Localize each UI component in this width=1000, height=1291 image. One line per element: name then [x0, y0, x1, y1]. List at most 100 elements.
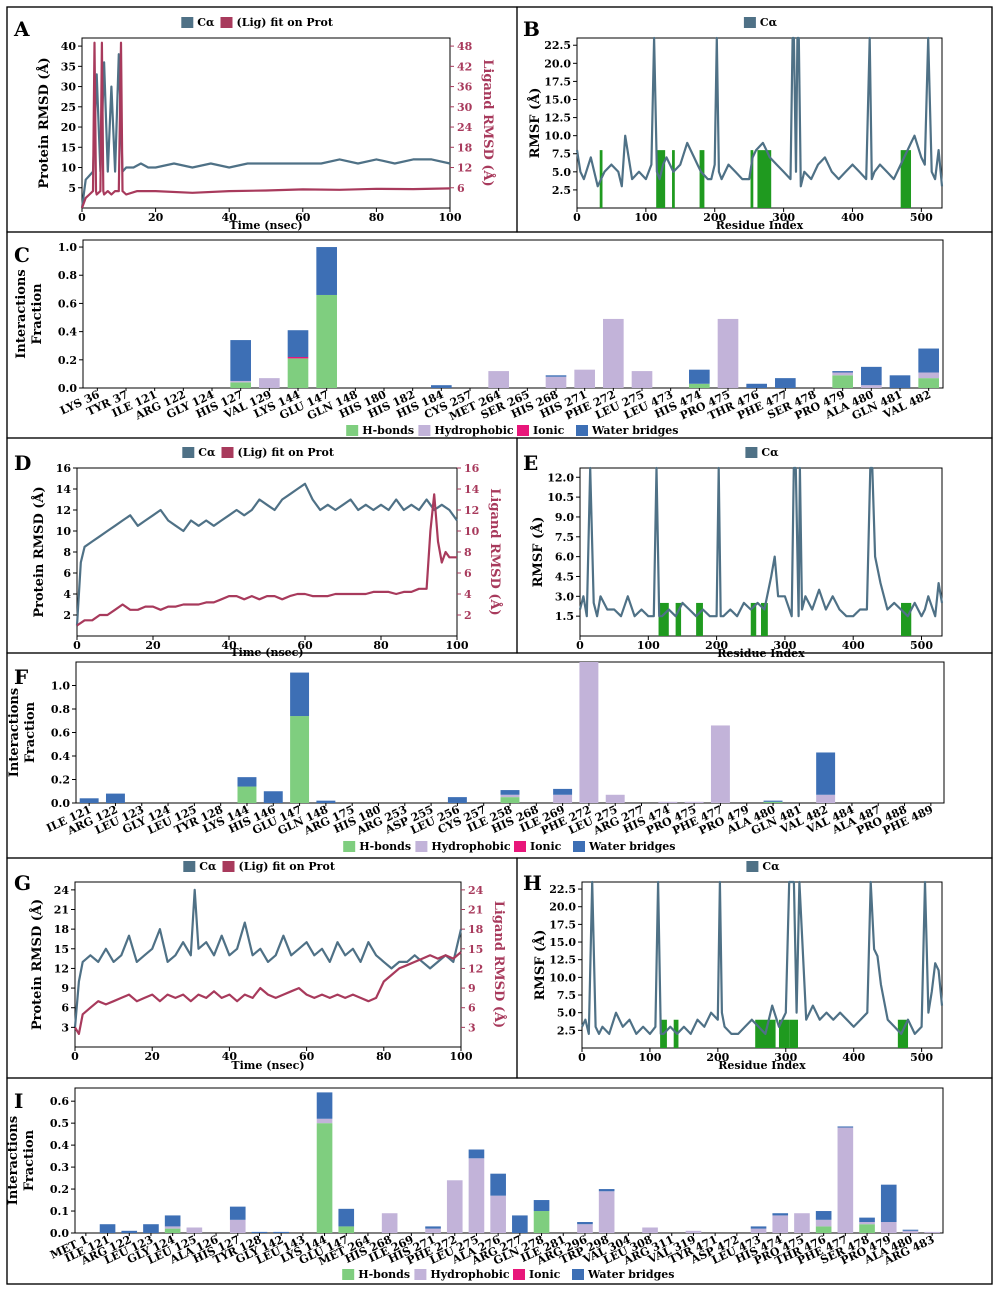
legend-E: Cα	[745, 446, 779, 459]
legend-swatch	[220, 17, 233, 28]
bar-segment	[316, 247, 337, 295]
bar-segment	[553, 794, 573, 803]
bar-segment	[880, 1184, 897, 1223]
series-line-protein	[73, 888, 463, 1028]
y2-tick-label: 18	[468, 923, 484, 936]
bar-segment	[816, 752, 836, 795]
x-tick-label: 80	[369, 211, 385, 224]
legend-entry: Cα	[197, 16, 215, 29]
y-tick-label: 12	[54, 962, 69, 975]
bar-segment	[512, 1215, 528, 1233]
bar-segment	[229, 1219, 246, 1233]
bar-segment	[533, 1200, 550, 1212]
bar-segment	[230, 382, 251, 388]
y-tick-label: 0.6	[51, 727, 70, 740]
panel-label-I: I	[14, 1089, 23, 1113]
y2-tick-label: 30	[457, 101, 473, 114]
y-tick-label: 0.0	[51, 797, 70, 810]
bar-segment	[287, 330, 309, 357]
series-line-ligand	[74, 951, 462, 1035]
y2-tick-label: 9	[468, 982, 476, 995]
x-tick-label: 40	[222, 1050, 238, 1063]
y-tick-label: 12.5	[544, 112, 571, 125]
legend-swatch	[513, 1269, 525, 1280]
contact-residue-bar	[750, 150, 754, 208]
y2-tick-label: 42	[457, 60, 472, 73]
bar-segment	[772, 1213, 789, 1216]
y-tick-label: 1.0	[58, 241, 77, 254]
bar-segment	[658, 801, 678, 803]
bar-segment	[251, 1231, 268, 1233]
y2-axis-label: Ligand RMSD (Å)	[487, 488, 503, 615]
legend-swatch	[415, 841, 428, 852]
y-axis-label: Interactions	[7, 688, 22, 777]
y2-tick-label: 18	[457, 141, 473, 154]
x-axis-label: Time (nsec)	[229, 219, 302, 232]
y-tick-label: 20.0	[549, 901, 576, 914]
x-tick-label: 100	[439, 211, 462, 224]
bar-segment	[186, 1227, 203, 1233]
bar-segment	[290, 672, 310, 717]
legend-entry: Ionic	[530, 840, 562, 853]
y-tick-label: 10	[61, 162, 77, 175]
legend-entry: H-bonds	[359, 840, 411, 853]
legend-A: Cα (Lig) fit on Prot	[181, 16, 334, 29]
legend-swatch	[745, 447, 758, 458]
bar-segment	[79, 798, 99, 803]
bar-segment	[500, 794, 520, 798]
chart-D: 0 20 40 60 80 100 2 4 6 8 10 12 14 16 2 4 6 8 10 12 14 16 Liga…	[31, 462, 503, 659]
y-tick-label: 0.8	[58, 269, 77, 282]
series-line-protein	[581, 880, 944, 1035]
x-tick-label: 500	[910, 211, 933, 224]
bar-segment	[99, 1224, 116, 1233]
y2-tick-label: 6	[464, 567, 472, 580]
bar-segment	[229, 1206, 246, 1220]
bar-segment	[605, 794, 625, 803]
panel-frame-I	[6, 1077, 993, 1285]
bar-segment	[105, 793, 125, 803]
bar-segment	[431, 385, 452, 388]
bar-segment	[902, 1229, 919, 1231]
y2-tick-label: 6	[457, 182, 465, 195]
bar-segment	[447, 797, 467, 803]
bar-segment	[689, 383, 710, 388]
y-tick-label: 20.0	[544, 57, 571, 70]
bar-segment	[425, 1226, 441, 1229]
y-axis-label: Fraction	[30, 283, 45, 345]
bar-segment	[859, 1224, 875, 1233]
x-tick-label: 200	[703, 211, 726, 224]
x-tick-label: 0	[576, 639, 584, 652]
bar-segment	[684, 801, 704, 803]
y-tick-label: 24	[54, 884, 70, 897]
y-tick-label: 1.0	[51, 680, 70, 693]
bar-segment	[772, 1215, 789, 1233]
panel-label-A: A	[13, 17, 30, 41]
y-tick-label: 5.0	[557, 1007, 576, 1020]
legend-swatch	[517, 425, 529, 436]
y-tick-label: 0.4	[51, 750, 70, 763]
legend-swatch	[343, 841, 356, 852]
y-axis-label: Protein RMSD (Å)	[31, 486, 47, 617]
panel-label-B: B	[523, 17, 540, 41]
bar-segment	[490, 1173, 506, 1196]
y-axis-label: RMSF (Å)	[532, 930, 548, 1001]
chart-A: 0 20 40 60 80 100 5 10 15 20 25 30 35 40 6 12 18 24 30 36 42…	[36, 37, 496, 232]
x-tick-label: 300	[772, 211, 795, 224]
bar-segment	[918, 372, 939, 379]
legend-I: H-bonds Hydrophobic Ionic Water bridges	[342, 1268, 674, 1281]
legend-swatch	[572, 1269, 584, 1280]
legend-entry: Ionic	[533, 424, 565, 437]
legend-entry: Hydrophobic	[430, 1268, 510, 1281]
bar-segment	[230, 380, 251, 383]
y-axis-label: Fraction	[23, 701, 38, 763]
legend-entry: H-bonds	[358, 1268, 410, 1281]
bar-segment	[689, 369, 710, 384]
bar-segment	[837, 1126, 854, 1128]
legend-swatch	[221, 447, 234, 458]
y-tick-label: 10.0	[544, 130, 571, 143]
bar-segment	[316, 1123, 333, 1233]
bar-segment	[164, 1215, 181, 1227]
y2-tick-label: 12	[457, 162, 472, 175]
x-axis-label: Time (nsec)	[231, 1059, 304, 1072]
